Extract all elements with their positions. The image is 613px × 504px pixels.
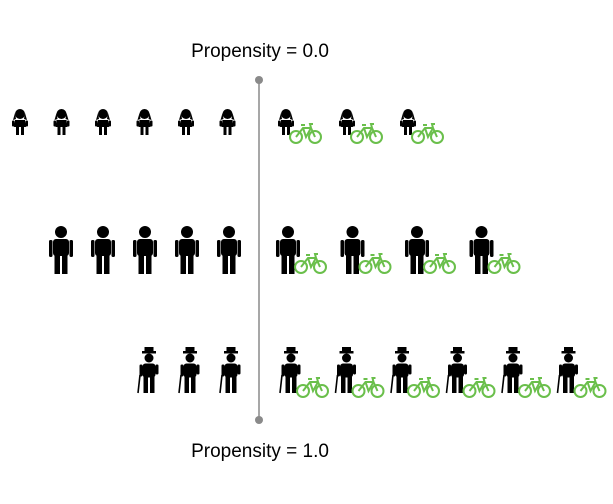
child-icon bbox=[219, 109, 236, 135]
propensity-max-label: Propensity = 1.0 bbox=[191, 441, 329, 462]
bicycle-icon bbox=[518, 377, 551, 398]
child-icon bbox=[136, 109, 153, 135]
elder-with-cane-icon bbox=[219, 346, 242, 394]
bicycle-icon bbox=[296, 377, 329, 398]
row-elderly bbox=[137, 346, 607, 398]
adult-icon bbox=[49, 226, 73, 274]
adult-icon bbox=[405, 226, 429, 274]
child-icon bbox=[53, 109, 70, 135]
row-adults bbox=[49, 226, 521, 274]
adult-icon bbox=[175, 226, 199, 274]
elder-with-cane-icon bbox=[137, 346, 160, 394]
bicycle-icon bbox=[411, 123, 444, 144]
child-icon bbox=[95, 109, 111, 135]
bicycle-icon bbox=[351, 377, 385, 398]
adult-icon bbox=[469, 226, 494, 274]
bicycle-icon bbox=[407, 377, 440, 398]
bicycle-icon bbox=[350, 123, 383, 144]
child-icon bbox=[339, 109, 355, 135]
adult-icon bbox=[217, 226, 241, 274]
elder-with-cane-icon bbox=[501, 346, 524, 394]
adult-icon bbox=[91, 226, 115, 274]
child-icon bbox=[12, 109, 28, 135]
row-children bbox=[12, 109, 444, 144]
child-icon bbox=[400, 109, 416, 135]
elder-with-cane-icon bbox=[334, 346, 357, 394]
axis-bottom-marker bbox=[255, 416, 263, 424]
adult-icon bbox=[133, 226, 157, 274]
adult-icon bbox=[340, 226, 365, 274]
elder-with-cane-icon bbox=[445, 346, 468, 394]
bicycle-icon bbox=[358, 253, 392, 274]
elder-with-cane-icon bbox=[390, 346, 413, 394]
bicycle-icon bbox=[462, 377, 496, 398]
bicycle-icon bbox=[487, 253, 521, 274]
bicycle-icon bbox=[294, 253, 327, 274]
propensity-min-label: Propensity = 0.0 bbox=[191, 41, 329, 62]
elder-with-cane-icon bbox=[279, 346, 302, 394]
bicycle-icon bbox=[573, 377, 607, 398]
child-icon bbox=[278, 109, 294, 135]
elder-with-cane-icon bbox=[178, 346, 201, 394]
elder-with-cane-icon bbox=[556, 346, 579, 394]
bicycle-icon bbox=[423, 253, 456, 274]
axis-top-marker bbox=[255, 76, 263, 84]
adult-icon bbox=[276, 226, 300, 274]
child-icon bbox=[178, 109, 194, 135]
bicycle-icon bbox=[289, 123, 322, 144]
